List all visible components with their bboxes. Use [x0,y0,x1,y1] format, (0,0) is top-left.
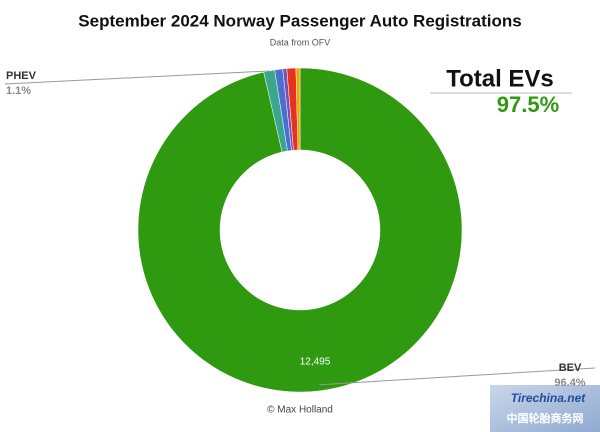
chart-subtitle: Data from OFV [270,37,331,47]
credit: © Max Holland [267,405,333,416]
leader-line [319,367,596,386]
slice-label: PHEV [6,70,37,82]
total-label: Total EVs [446,65,554,92]
watermark: Tirechina.net 中国轮胎商务网 [490,385,600,432]
slice-value-label: 1.1% [6,85,31,97]
watermark-name: 中国轮胎商务网 [507,411,584,425]
slice [295,67,301,151]
chart-title: September 2024 Norway Passenger Auto Reg… [78,11,521,30]
watermark-site: Tirechina.net [511,391,586,405]
watermark-box [490,385,600,432]
total-value: 97.5% [497,92,559,117]
slice-label: BEV [559,362,582,374]
count-label: 12,495 [300,357,331,368]
slice-value-label: 96.4% [554,377,585,389]
donut [137,67,463,393]
leader-line [4,70,270,85]
slice [137,67,463,393]
